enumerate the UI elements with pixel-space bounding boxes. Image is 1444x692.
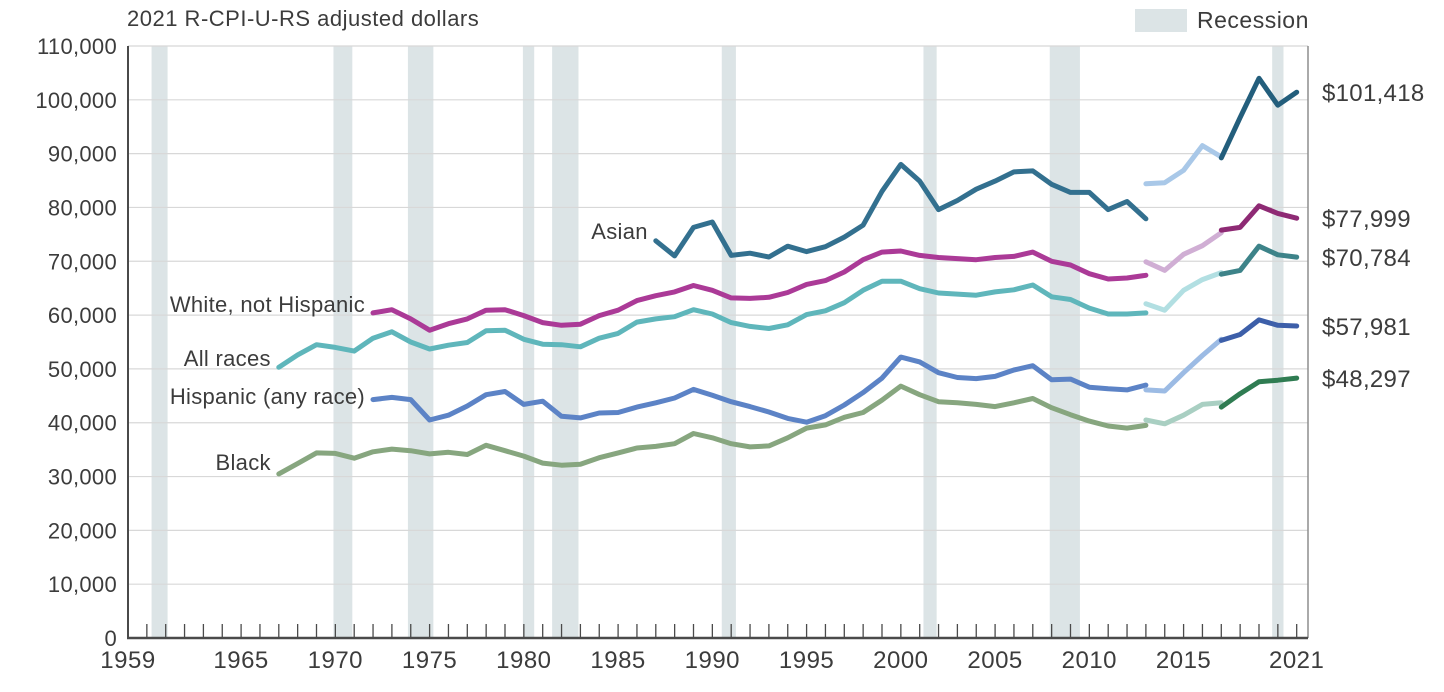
end-label-asian: $101,418	[1322, 80, 1425, 108]
recession-band	[151, 46, 168, 638]
series-line-all-races-2013-2017-redesign	[1143, 270, 1224, 313]
x-tick-label: 2010	[1062, 647, 1117, 674]
recession-swatch	[1135, 9, 1187, 32]
recession-band	[721, 46, 736, 638]
y-tick-label: 110,000	[37, 34, 117, 59]
y-tick-label: 100,000	[35, 88, 117, 113]
x-tick-label: 1990	[685, 647, 740, 674]
y-tick-label: 20,000	[48, 518, 117, 543]
x-tick-label: 2000	[873, 647, 928, 674]
series-label-asian: Asian	[591, 219, 648, 245]
x-tick-label: 1975	[402, 647, 457, 674]
y-tick-label: 70,000	[48, 249, 117, 274]
end-label-white-not-hispanic: $77,999	[1322, 206, 1411, 234]
y-tick-label: 80,000	[48, 195, 117, 220]
x-tick-label: 1965	[213, 647, 268, 674]
recession-band	[552, 46, 579, 638]
recession-legend-label: Recession	[1197, 7, 1309, 33]
recession-band	[923, 46, 937, 638]
series-label-black: Black	[215, 450, 271, 476]
series-line-white-not-hispanic-1972-2013	[370, 248, 1149, 333]
y-tick-label: 30,000	[48, 465, 117, 490]
y-tick-label: 50,000	[48, 357, 117, 382]
y-tick-label: 60,000	[48, 303, 117, 328]
series-line-asian-2017-2021	[1218, 75, 1300, 161]
x-tick-label: 2021	[1269, 647, 1324, 674]
x-tick-label: 1970	[308, 647, 363, 674]
end-label-all-races: $70,784	[1322, 245, 1411, 273]
end-label-hispanic: $57,981	[1322, 313, 1411, 341]
series-line-black-2017-2021	[1218, 375, 1300, 410]
series-line-black-1967-2013	[276, 383, 1149, 477]
series-line-all-races-1967-2013	[276, 278, 1149, 370]
series-line-white-not-hispanic-2013-2017-redesign	[1143, 230, 1224, 273]
series-line-black-2013-2017-redesign	[1143, 400, 1224, 427]
y-tick-label: 10,000	[48, 572, 117, 597]
x-tick-label: 1985	[590, 647, 645, 674]
series-line-asian-1987-2013	[653, 161, 1149, 260]
y-tick-label: 40,000	[48, 411, 117, 436]
series-line-hispanic-2013-2017-redesign	[1143, 336, 1224, 394]
recession-band	[1049, 46, 1080, 638]
x-tick-label: 1995	[779, 647, 834, 674]
series-line-asian-2013-2017-redesign	[1143, 143, 1224, 187]
x-tick-label: 2005	[967, 647, 1022, 674]
series-line-hispanic-2017-2021	[1218, 317, 1300, 343]
recession-band	[1272, 46, 1284, 638]
x-tick-label: 2015	[1156, 647, 1211, 674]
chart-title: 2021 R-CPI-U-RS adjusted dollars	[127, 6, 480, 31]
y-tick-label: 90,000	[48, 142, 117, 167]
series-line-white-not-hispanic-2017-2021	[1218, 203, 1300, 233]
y-tick-label: 0	[104, 626, 117, 651]
x-tick-label: 1959	[100, 647, 155, 674]
series-label-hispanic: Hispanic (any race)	[169, 383, 366, 409]
x-tick-label: 1980	[496, 647, 551, 674]
series-label-all-races: All races	[183, 346, 271, 372]
end-label-black: $48,297	[1322, 366, 1411, 394]
series-line-all-races-2017-2021	[1218, 243, 1300, 277]
series-line-hispanic-1972-2013	[370, 354, 1149, 425]
recession-band	[333, 46, 353, 638]
series-label-white-not-hispanic: White, not Hispanic	[169, 291, 366, 317]
